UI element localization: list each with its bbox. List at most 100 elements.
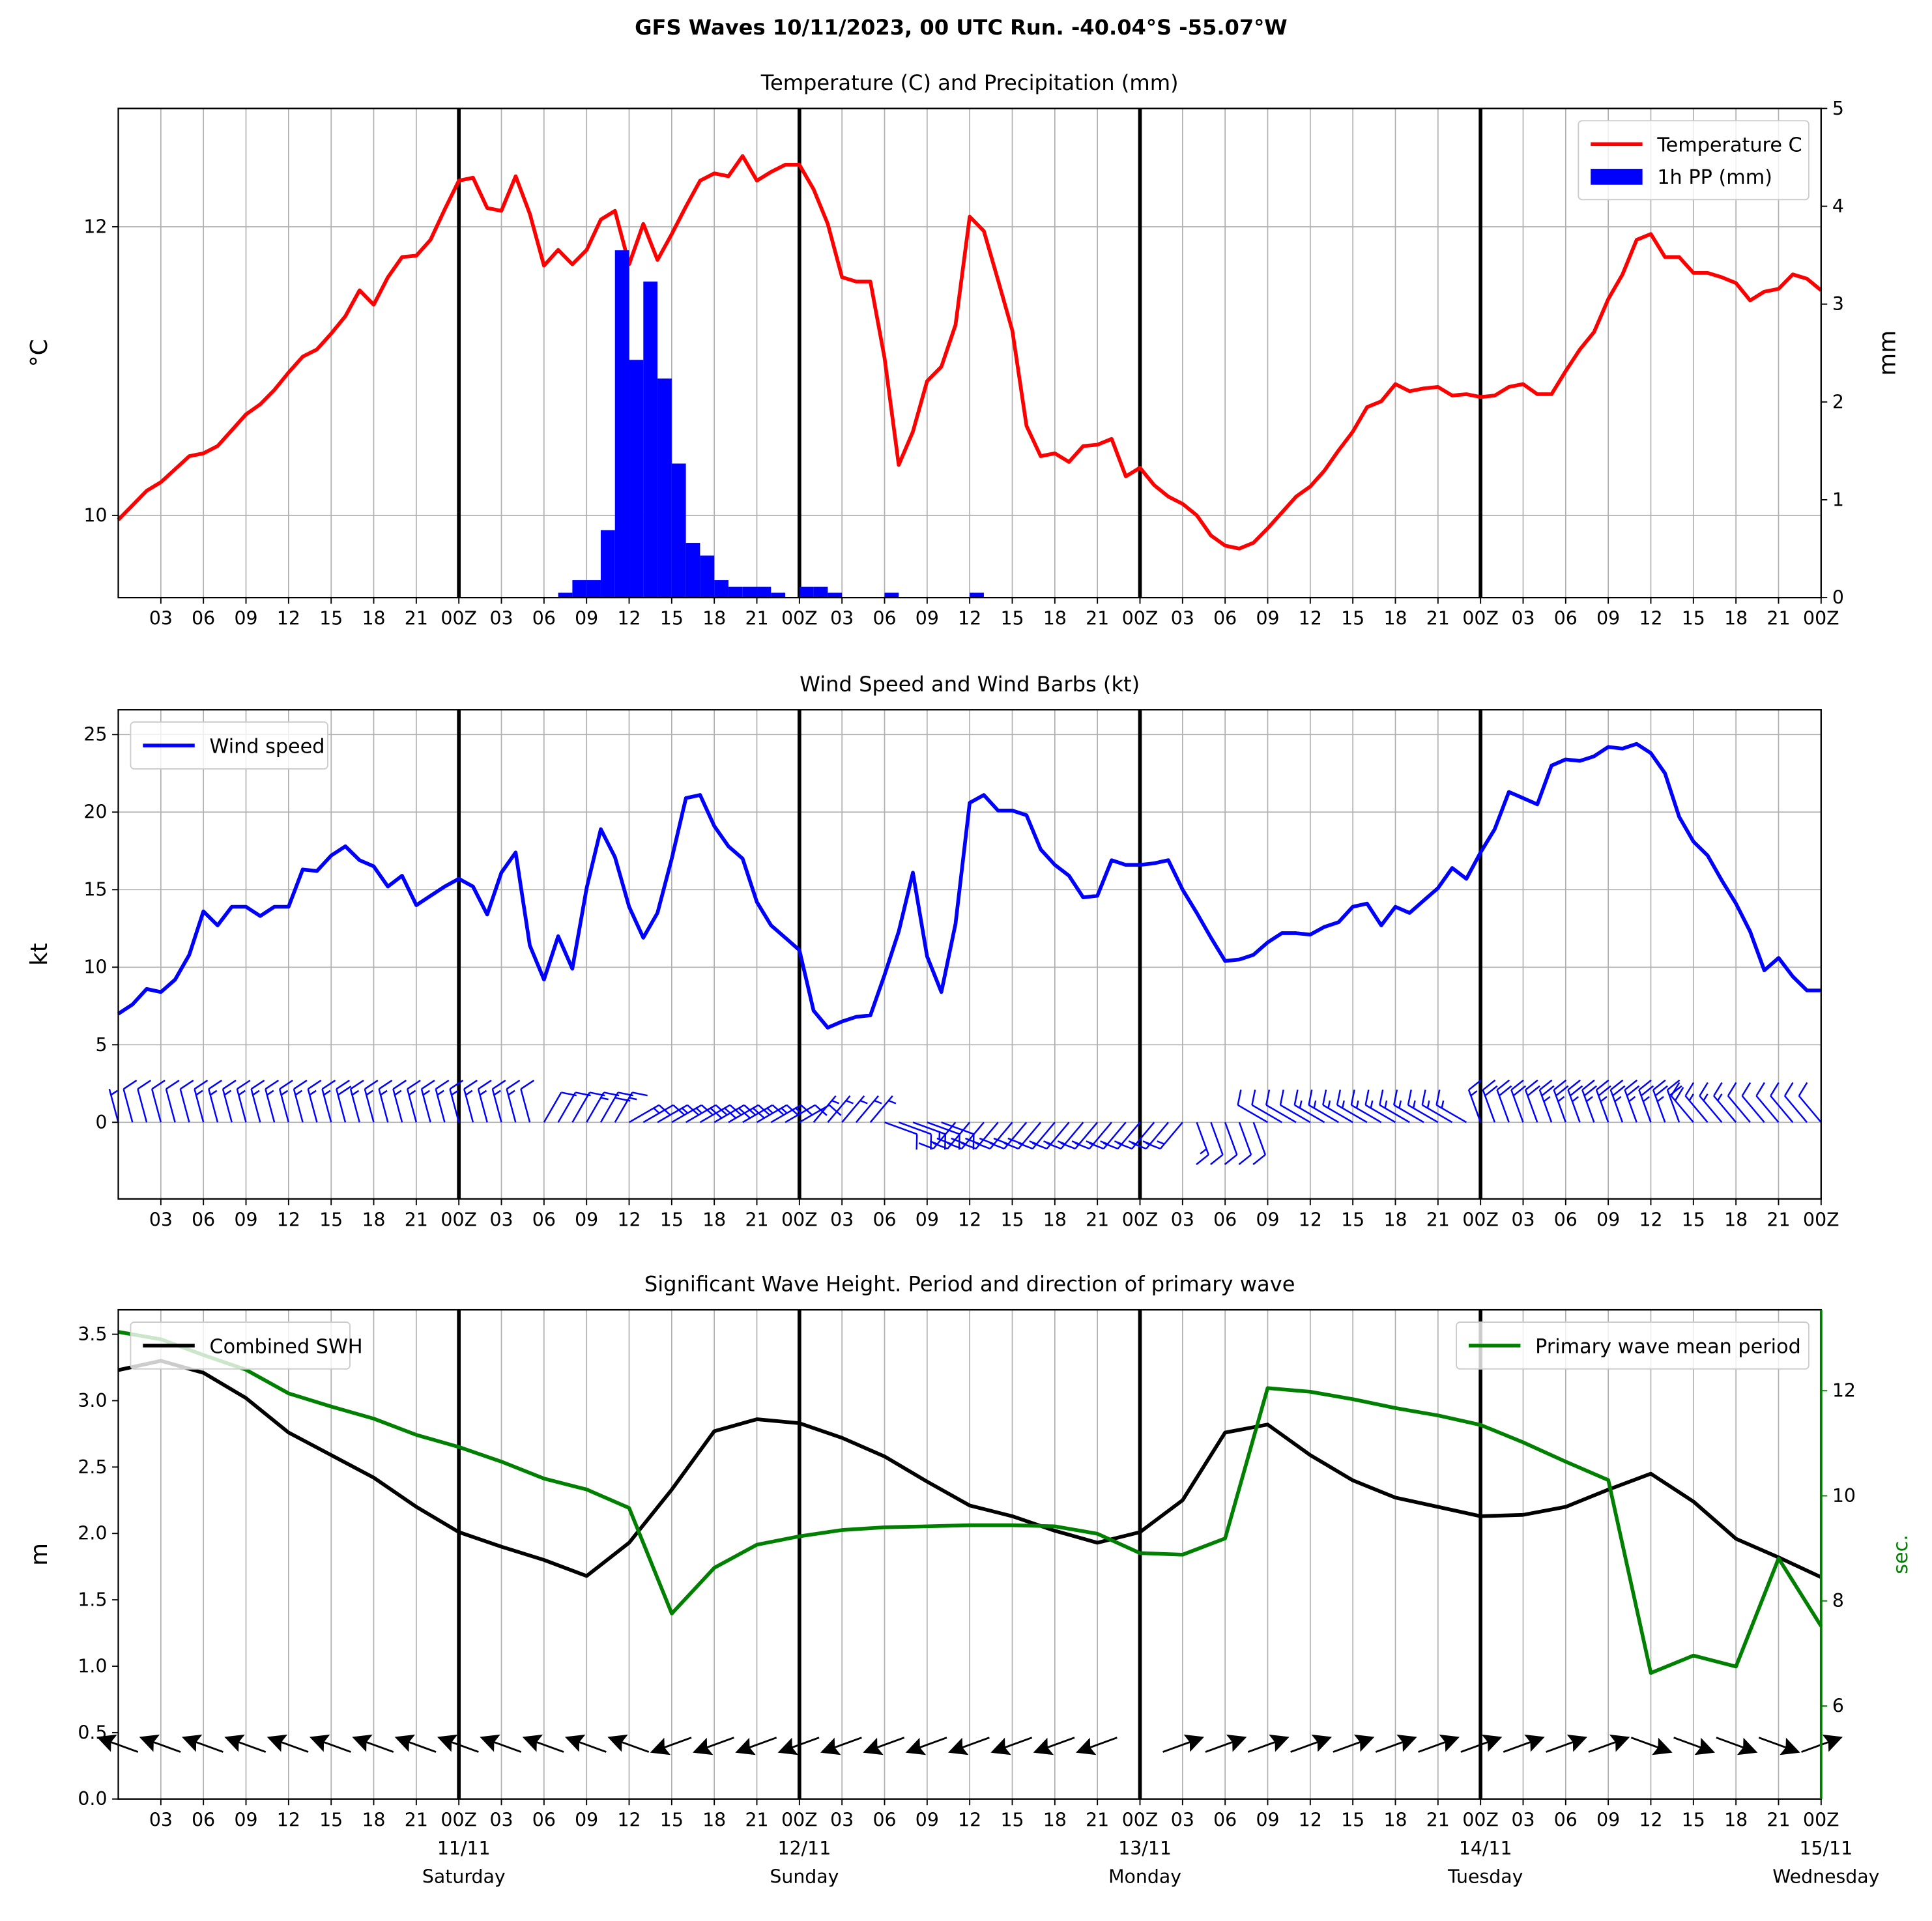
- wave-arrow: [1205, 1734, 1247, 1753]
- wave-arrow: [735, 1737, 777, 1755]
- wind-barb: [250, 1079, 265, 1123]
- wave-arrow: [1247, 1734, 1290, 1753]
- wave-arrow: [1290, 1734, 1333, 1753]
- wind-barb: [1496, 1079, 1512, 1123]
- wind-barb: [770, 1104, 813, 1123]
- weekday-label: Saturday: [422, 1866, 506, 1887]
- x-tick-label: 12: [617, 608, 641, 629]
- y2-tick-label: 0: [1832, 587, 1844, 609]
- wind-barb: [685, 1104, 728, 1123]
- legend-label: Primary wave mean period: [1535, 1335, 1801, 1358]
- bar: [657, 378, 672, 598]
- bar: [813, 586, 828, 598]
- x-tick-label: 06: [872, 608, 896, 629]
- x-tick-label: 21: [1766, 608, 1790, 629]
- x-tick-label: 09: [575, 608, 598, 629]
- x-tick-label: 12: [1639, 1209, 1662, 1230]
- x-tick-label: 21: [1426, 1809, 1450, 1830]
- x-tick-label: 21: [405, 608, 428, 629]
- y2-tick-label: 8: [1832, 1590, 1844, 1611]
- wave-arrow: [310, 1734, 351, 1753]
- wind-barb: [1798, 1082, 1822, 1123]
- bar: [614, 250, 629, 598]
- wave-arrow: [1716, 1737, 1758, 1755]
- wind-barb: [1525, 1079, 1540, 1123]
- x-tick-label: 12: [958, 1809, 981, 1830]
- wind-barb: [742, 1104, 785, 1123]
- wind-barb: [477, 1079, 492, 1123]
- x-tick-label: 06: [1554, 1209, 1578, 1230]
- panel: Temperature (C) and Precipitation (mm)03…: [26, 70, 1901, 629]
- wind-barb: [1322, 1090, 1353, 1123]
- y2-tick-label: 5: [1832, 98, 1844, 119]
- x-tick-label: 18: [1383, 608, 1407, 629]
- wind-barb: [1252, 1121, 1266, 1165]
- wind-barb: [1364, 1090, 1396, 1123]
- x-tick-label: 09: [575, 1809, 598, 1830]
- wind-barb: [1279, 1090, 1311, 1123]
- x-tick-label: 03: [830, 608, 854, 629]
- x-tick-label: 15: [660, 608, 684, 629]
- x-tick-label: 09: [234, 1209, 257, 1230]
- x-tick-label: 18: [1043, 608, 1067, 629]
- wave-arrow: [1162, 1734, 1205, 1753]
- x-tick-label: 12: [1639, 608, 1662, 629]
- x-tick-label: 00Z: [1122, 1809, 1159, 1830]
- x-tick-label: 12: [277, 608, 300, 629]
- wind-barb: [392, 1079, 407, 1123]
- wind-barb: [364, 1079, 379, 1123]
- y-tick-label: 20: [83, 802, 107, 823]
- wave-arrow: [564, 1734, 607, 1753]
- legend-swatch: [1591, 169, 1643, 185]
- bar: [685, 543, 700, 598]
- date-label: 14/11: [1459, 1838, 1512, 1859]
- x-tick-label: 09: [1596, 608, 1620, 629]
- x-tick-label: 18: [362, 608, 385, 629]
- y2-tick-label: 12: [1832, 1380, 1856, 1402]
- x-tick-label: 21: [405, 1809, 428, 1830]
- wind-barb: [491, 1079, 506, 1123]
- bar: [771, 592, 786, 598]
- wave-arrow: [139, 1734, 181, 1753]
- x-tick-label: 12: [1299, 1209, 1322, 1230]
- wind-barb: [307, 1079, 322, 1123]
- wave-arrow: [182, 1734, 223, 1753]
- x-tick-label: 09: [234, 1809, 257, 1830]
- x-tick-label: 03: [1511, 1209, 1535, 1230]
- wave-arrow: [480, 1734, 522, 1753]
- y-tick-label: 15: [83, 879, 107, 901]
- x-tick-label: 18: [362, 1209, 385, 1230]
- x-tick-label: 06: [1213, 1209, 1237, 1230]
- wind-barb: [137, 1079, 152, 1123]
- x-tick-label: 12: [617, 1209, 641, 1230]
- wind-barb: [1783, 1082, 1808, 1123]
- wind-barb: [1567, 1079, 1583, 1123]
- x-tick-label: 18: [1724, 1209, 1748, 1230]
- x-tick-label: 00Z: [1122, 608, 1159, 629]
- bar: [799, 586, 814, 598]
- wind-barb: [671, 1104, 714, 1123]
- legend-label: Wind speed: [209, 735, 324, 758]
- panel-title: Significant Wave Height. Period and dire…: [644, 1272, 1295, 1297]
- wind-barb: [1224, 1121, 1238, 1165]
- wind-barb: [208, 1079, 222, 1123]
- wind-barb: [1238, 1121, 1252, 1165]
- y2-tick-label: 6: [1832, 1696, 1844, 1717]
- legend: Combined SWH: [130, 1322, 363, 1370]
- wave-arrow: [1546, 1734, 1587, 1753]
- wind-barb: [1379, 1090, 1410, 1123]
- y-tick-label: 5: [95, 1034, 107, 1056]
- x-tick-label: 15: [660, 1209, 684, 1230]
- bar: [671, 463, 686, 598]
- wind-barb: [869, 1095, 897, 1123]
- wave-arrow: [1801, 1734, 1843, 1753]
- y2-tick-label: 2: [1832, 391, 1844, 412]
- y-axis-label: °C: [26, 339, 53, 367]
- x-tick-label: 15: [1682, 1809, 1705, 1830]
- wind-barb: [714, 1104, 757, 1123]
- wind-barb: [1727, 1082, 1751, 1123]
- x-tick-label: 06: [1554, 608, 1578, 629]
- wave-arrow: [1075, 1737, 1117, 1755]
